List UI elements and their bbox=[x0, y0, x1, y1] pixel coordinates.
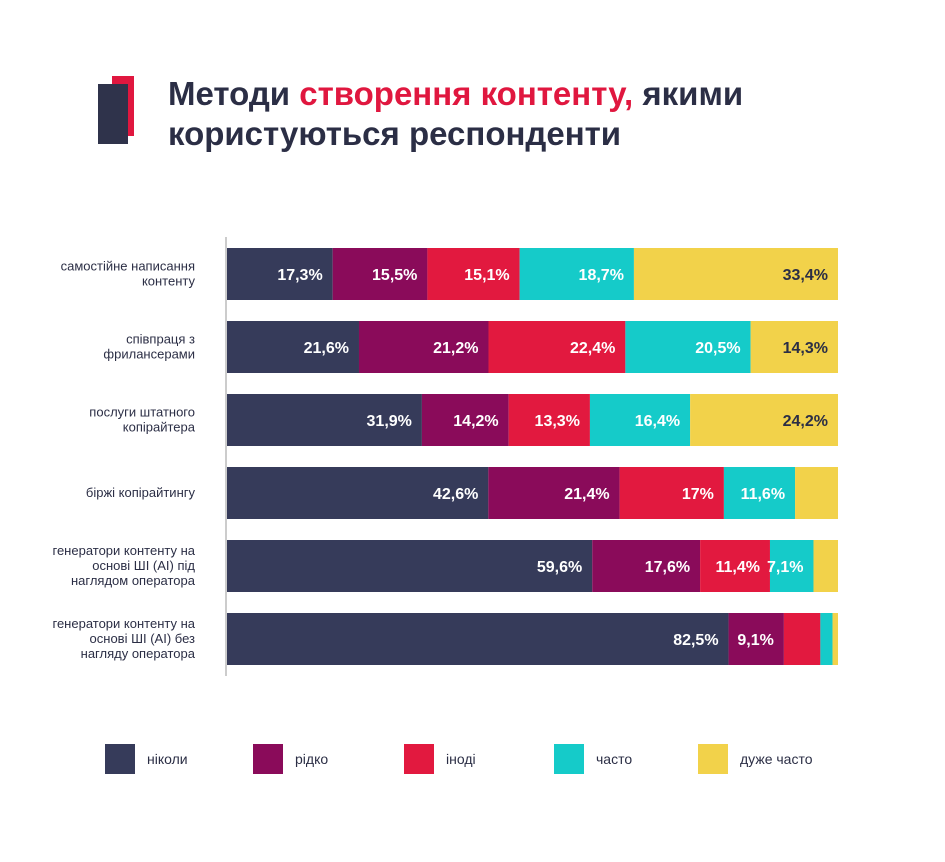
bar-segment-often bbox=[589, 394, 691, 446]
bar-segment-often bbox=[769, 540, 814, 592]
legend-item-very_often: дуже часто bbox=[698, 744, 813, 774]
title-part-2: якими користуються респонденти bbox=[168, 75, 744, 152]
data-label-rarely: 14,2% bbox=[453, 413, 498, 430]
legend: ніколи рідко іноді часто дуже часто bbox=[0, 744, 945, 774]
data-label-sometimes: 15,1% bbox=[464, 267, 509, 284]
data-label-very_often: 33,4% bbox=[783, 267, 828, 284]
data-label-rarely: 17,6% bbox=[645, 559, 690, 576]
data-label-often: 11,6% bbox=[741, 486, 785, 503]
bar-segment-often bbox=[723, 467, 796, 519]
legend-swatch-rarely bbox=[253, 744, 283, 774]
category-label: контенту bbox=[142, 274, 196, 289]
bar-segment-rarely bbox=[488, 467, 620, 519]
bar-segment-rarely bbox=[332, 248, 428, 300]
bar-segment-very_often bbox=[813, 540, 838, 592]
legend-swatch-never bbox=[105, 744, 135, 774]
title-part-1: Методи bbox=[168, 75, 300, 112]
category-label: співпраця з bbox=[126, 332, 195, 347]
legend-item-sometimes: іноді bbox=[404, 744, 476, 774]
title-accent: створення контенту, bbox=[299, 75, 634, 112]
bar-segment-often bbox=[820, 613, 833, 665]
legend-label: ніколи bbox=[147, 751, 188, 767]
bar-segment-sometimes bbox=[427, 248, 520, 300]
data-label-never: 21,6% bbox=[304, 340, 349, 357]
category-label: самостійне написання bbox=[61, 259, 195, 274]
data-label-never: 31,9% bbox=[367, 413, 412, 430]
legend-item-rarely: рідко bbox=[253, 744, 328, 774]
category-label: копірайтера bbox=[123, 420, 196, 435]
legend-label: дуже часто bbox=[740, 751, 813, 767]
bar-segment-sometimes bbox=[488, 321, 626, 373]
data-label-often: 16,4% bbox=[635, 413, 680, 430]
data-label-rarely: 15,5% bbox=[372, 267, 417, 284]
category-label: послуги штатного bbox=[89, 405, 195, 420]
data-label-never: 59,6% bbox=[537, 559, 582, 576]
bar-segment-often bbox=[519, 248, 634, 300]
bar-segment-never bbox=[227, 540, 593, 592]
category-label: фрилансерами bbox=[103, 347, 195, 362]
category-label: наглядом оператора bbox=[71, 573, 196, 588]
bar-segment-never bbox=[227, 321, 359, 373]
data-label-often: 18,7% bbox=[579, 267, 624, 284]
legend-swatch-often bbox=[554, 744, 584, 774]
bar-segment-rarely bbox=[592, 540, 701, 592]
bar-segment-sometimes bbox=[783, 613, 821, 665]
legend-swatch-sometimes bbox=[404, 744, 434, 774]
bar-segment-never bbox=[227, 248, 333, 300]
data-label-sometimes: 17% bbox=[682, 486, 714, 503]
bar-segment-never bbox=[227, 613, 729, 665]
bar-segment-very_often bbox=[690, 394, 838, 446]
bar-segment-sometimes bbox=[700, 540, 770, 592]
bar-segment-very_often bbox=[633, 248, 838, 300]
data-label-sometimes: 11,4% bbox=[715, 559, 759, 576]
legend-label: рідко bbox=[295, 751, 329, 767]
data-label-never: 42,6% bbox=[433, 486, 478, 503]
category-label: нагляду оператора bbox=[81, 646, 196, 661]
bar-segment-never bbox=[227, 467, 489, 519]
category-label: біржі копірайтингу bbox=[86, 485, 196, 500]
legend-swatch-very_often bbox=[698, 744, 728, 774]
category-label: основі ШІ (АІ) без bbox=[90, 631, 195, 646]
data-label-often: 20,5% bbox=[695, 340, 740, 357]
bar-segment-rarely bbox=[358, 321, 489, 373]
data-label-often: 7,1% bbox=[767, 559, 803, 576]
bar-segment-never bbox=[227, 394, 422, 446]
category-label: генератори контенту на bbox=[53, 543, 196, 558]
bar-segment-very_often bbox=[832, 613, 838, 665]
data-label-never: 17,3% bbox=[277, 267, 322, 284]
bar-segment-often bbox=[625, 321, 751, 373]
bar-segment-rarely bbox=[421, 394, 509, 446]
bar-segment-sometimes bbox=[619, 467, 724, 519]
data-label-sometimes: 22,4% bbox=[570, 340, 615, 357]
bar-segment-sometimes bbox=[508, 394, 590, 446]
brand-logo bbox=[98, 76, 138, 144]
bar-segment-very_often bbox=[750, 321, 838, 373]
data-label-never: 82,5% bbox=[673, 632, 718, 649]
data-label-very_often: 14,3% bbox=[783, 340, 828, 357]
category-label: генератори контенту на bbox=[53, 616, 196, 631]
bar-segment-very_often bbox=[795, 467, 838, 519]
chart-title: Методи створення контенту, якими користу… bbox=[168, 74, 868, 154]
data-label-rarely: 9,1% bbox=[737, 632, 773, 649]
data-label-rarely: 21,2% bbox=[433, 340, 478, 357]
data-label-sometimes: 13,3% bbox=[535, 413, 580, 430]
legend-label: іноді bbox=[446, 751, 476, 767]
category-label: основі ШІ (АІ) під bbox=[92, 558, 195, 573]
legend-item-often: часто bbox=[554, 744, 632, 774]
legend-label: часто bbox=[596, 751, 633, 767]
bar-segment-rarely bbox=[728, 613, 784, 665]
legend-item-never: ніколи bbox=[105, 744, 188, 774]
data-label-very_often: 24,2% bbox=[783, 413, 828, 430]
logo-front-bar bbox=[98, 84, 128, 144]
data-label-rarely: 21,4% bbox=[564, 486, 609, 503]
